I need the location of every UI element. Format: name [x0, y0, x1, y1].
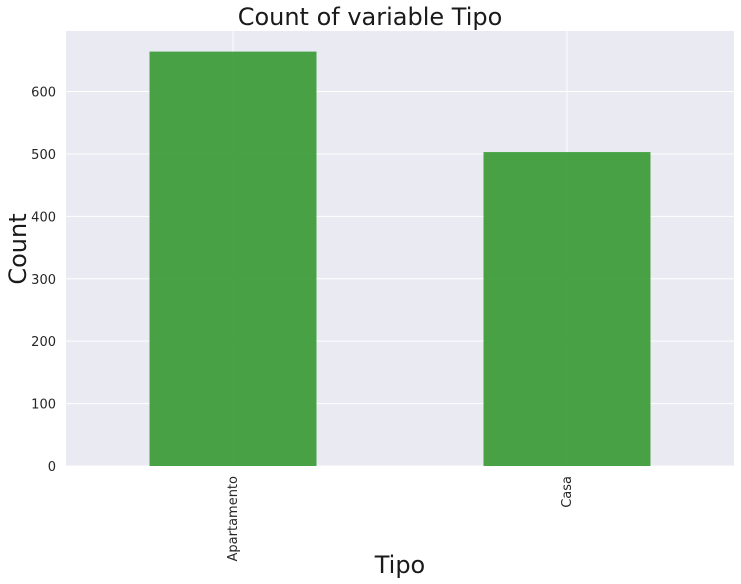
y-tick-label: 0 — [48, 460, 56, 475]
bars — [149, 51, 651, 467]
y-tick-label: 200 — [31, 335, 56, 350]
x-tick-labels: Apartamento Casa — [226, 476, 575, 562]
y-tick-label: 400 — [31, 210, 56, 225]
x-axis-label: Tipo — [374, 551, 426, 579]
y-tick-label: 600 — [31, 86, 56, 101]
bar-casa — [483, 152, 651, 466]
y-tick-labels: 0 100 200 300 400 500 600 — [31, 86, 56, 475]
y-tick-label: 300 — [31, 273, 56, 288]
x-tick-label: Casa — [560, 476, 575, 508]
y-tick-label: 500 — [31, 148, 56, 163]
y-tick-label: 100 — [31, 398, 56, 413]
y-axis-label: Count — [4, 213, 32, 284]
chart-title: Count of variable Tipo — [238, 3, 503, 31]
bar-apartamento — [149, 51, 317, 467]
x-tick-label: Apartamento — [226, 476, 241, 562]
